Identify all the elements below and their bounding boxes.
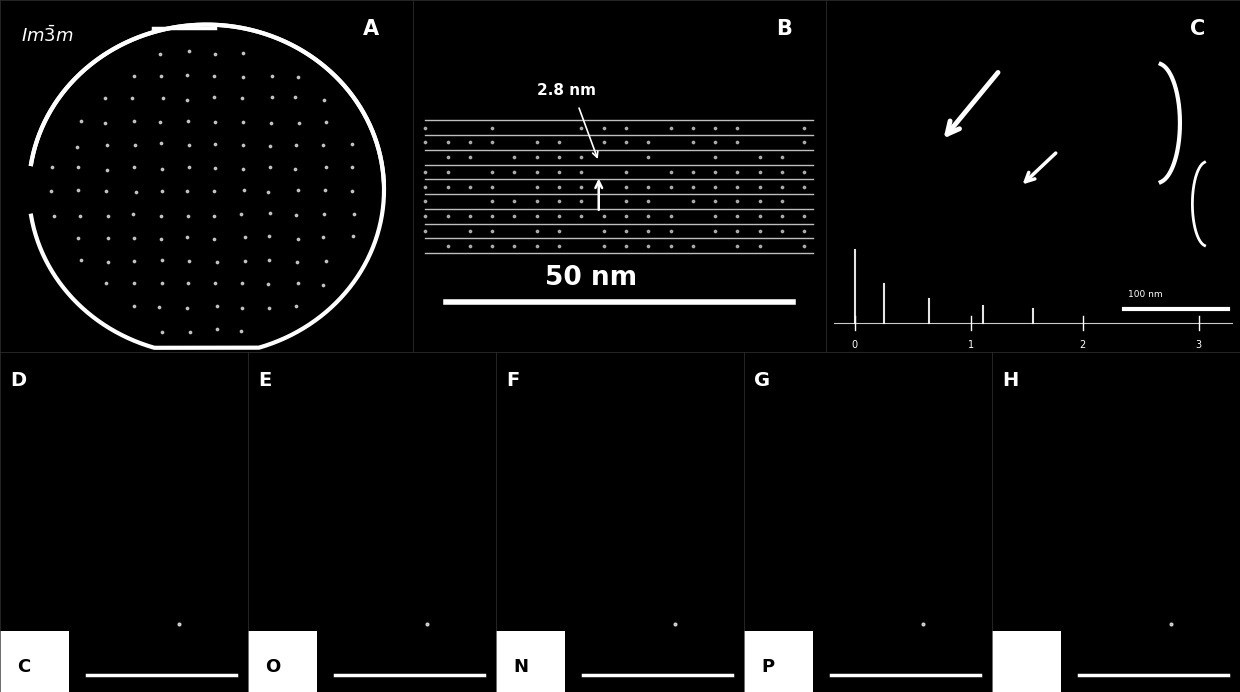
Text: 2: 2 [1080, 340, 1086, 350]
Text: N: N [513, 657, 528, 675]
Text: 50 nm: 50 nm [546, 265, 637, 291]
Text: 0: 0 [852, 340, 858, 350]
Text: H: H [1002, 371, 1018, 390]
Text: $Im\bar{3}m$: $Im\bar{3}m$ [21, 26, 73, 46]
Text: D: D [10, 371, 26, 390]
Text: 1: 1 [967, 340, 973, 350]
Text: P: P [761, 657, 775, 675]
Text: E: E [258, 371, 272, 390]
Text: G: G [754, 371, 770, 390]
Text: F: F [506, 371, 520, 390]
Text: A: A [363, 19, 379, 39]
Text: O: O [265, 657, 280, 675]
Text: 2.8 nm: 2.8 nm [537, 83, 595, 98]
Text: 100 nm: 100 nm [1128, 290, 1163, 299]
Text: B: B [776, 19, 792, 39]
Text: 3: 3 [1195, 340, 1202, 350]
Text: C: C [17, 657, 31, 675]
Text: C: C [1190, 19, 1205, 39]
